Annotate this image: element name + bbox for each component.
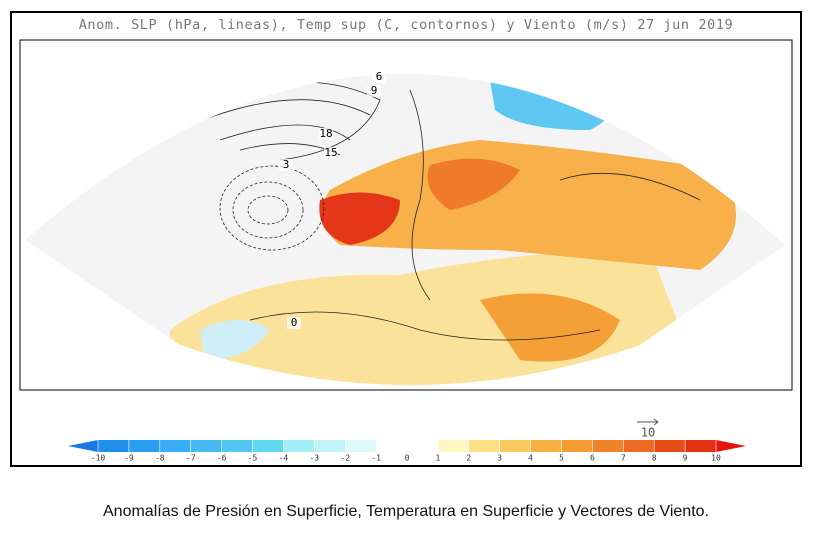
colorbar-tick-label: -7	[186, 454, 196, 463]
colorbar-segment	[252, 440, 284, 452]
colorbar-segment	[685, 440, 716, 452]
colorbar-tick-label: 6	[590, 454, 595, 463]
colorbar-segment	[128, 440, 160, 452]
colorbar-segment	[623, 440, 655, 452]
contour-labels: 69 18 15 3 0	[279, 70, 386, 329]
colorbar-tick-label: -9	[124, 454, 134, 463]
warm-area	[480, 293, 620, 362]
colorbar-segment	[345, 440, 377, 452]
colorbar-tick-label: 0	[405, 454, 410, 463]
colorbar-tick-label: 3	[497, 454, 502, 463]
map-title: Anom. SLP (hPa, lineas), Temp sup (C, co…	[79, 17, 734, 33]
colorbar-tick-label: 9	[683, 454, 688, 463]
colorbar-segment	[468, 440, 500, 452]
colorbar-tick-label: 7	[621, 454, 626, 463]
caption: Anomalías de Presión en Superficie, Temp…	[103, 503, 709, 520]
colorbar-segment	[499, 440, 531, 452]
colorbar-segment	[221, 440, 253, 452]
colorbar-segment	[437, 440, 469, 452]
map	[25, 73, 785, 386]
colorbar-tick-label: -8	[155, 454, 165, 463]
contour-label: 0	[291, 316, 298, 329]
colorbar-segment	[98, 440, 129, 452]
contour-label-bg	[367, 85, 381, 97]
colorbar-tick-label: 2	[466, 454, 471, 463]
france-anomaly	[319, 192, 400, 245]
colorbar-tick-label: -5	[248, 454, 258, 463]
contour-label-bg	[279, 159, 293, 171]
colorbar-tick-label: 5	[559, 454, 564, 463]
europe-anomaly	[322, 140, 736, 270]
contour-label-bg	[372, 71, 386, 83]
contour-label-bg	[287, 317, 301, 329]
colorbar-tick-label: 1	[435, 454, 440, 463]
colorbar-tick-label: -4	[279, 454, 289, 463]
vector-scale-label: 10	[641, 426, 655, 440]
colorbar: -10 -9 -8 -7 -6 -5 -4 -3 -2 -1 0 1 2 3 4 5 6 7 8 9 10	[68, 440, 746, 463]
colorbar-tick-label: 8	[652, 454, 657, 463]
colorbar-over	[716, 440, 746, 452]
colorbar-under	[68, 440, 98, 452]
colorbar-segment	[159, 440, 191, 452]
hot-area	[427, 158, 520, 210]
contour-label: 9	[371, 84, 378, 97]
colorbar-tick-label: -6	[217, 454, 227, 463]
contour-label: 18	[319, 127, 332, 140]
colorbar-tick-label: -3	[309, 454, 319, 463]
colorbar-segment	[654, 440, 686, 452]
vector-scale-arrowhead	[653, 418, 659, 426]
cool-area	[200, 320, 270, 360]
colorbar-tick-label: -1	[371, 454, 381, 463]
colorbar-tick-label: 4	[528, 454, 533, 463]
colorbar-tick-label: -2	[340, 454, 350, 463]
colorbar-segment	[561, 440, 593, 452]
colorbar-segment	[530, 440, 562, 452]
colorbar-segment	[376, 440, 407, 452]
contour-label-bg	[324, 147, 338, 159]
contour-label: 3	[283, 158, 290, 171]
colorbar-tick-label: -10	[91, 454, 106, 463]
contour-label-bg	[319, 128, 333, 140]
contour-label: 6	[376, 70, 383, 83]
colorbar-segment	[190, 440, 222, 452]
colorbar-segment	[283, 440, 315, 452]
colorbar-segment	[314, 440, 346, 452]
colorbar-segment	[592, 440, 624, 452]
colorbar-segment	[407, 440, 438, 452]
colorbar-tick-label: 10	[711, 454, 721, 463]
contour-label: 15	[324, 146, 337, 159]
